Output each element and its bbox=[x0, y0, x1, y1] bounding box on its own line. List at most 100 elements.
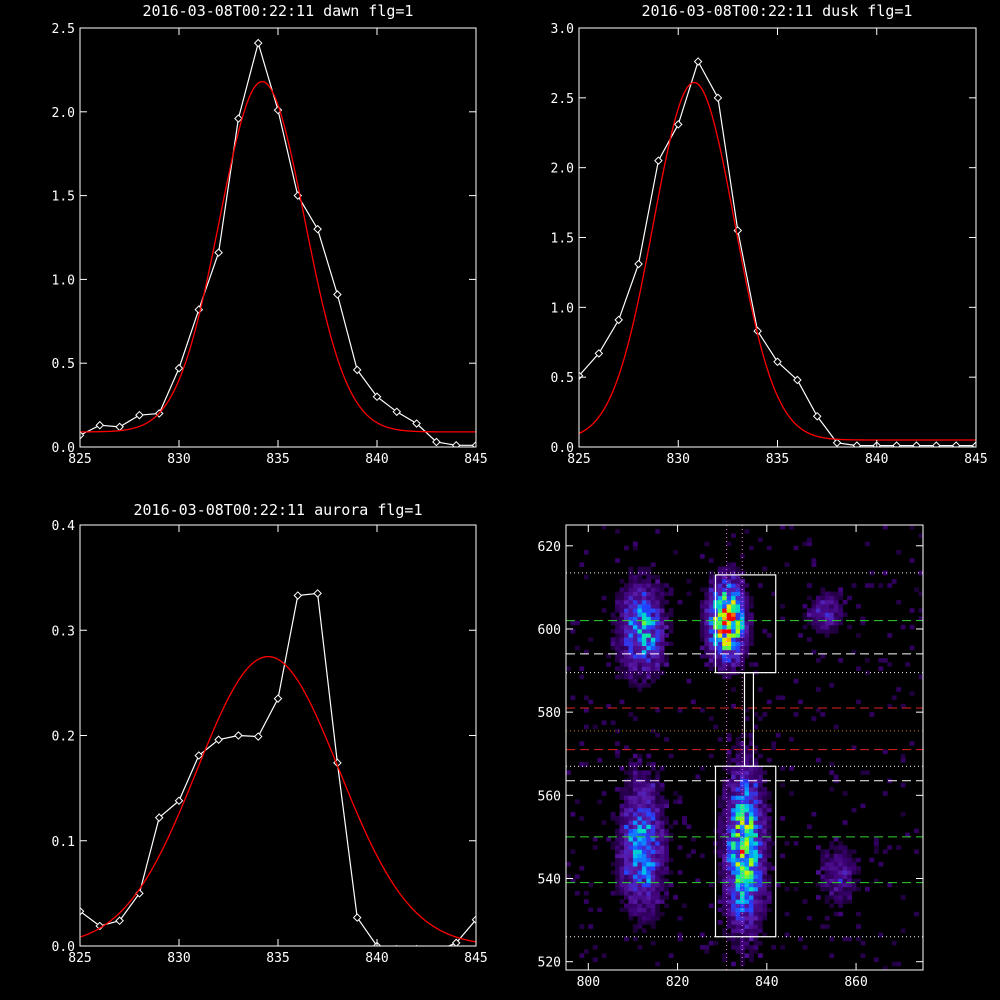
panel-image-pixel bbox=[655, 616, 661, 622]
panel-image-pixel bbox=[847, 890, 852, 896]
panel-image-pixel bbox=[650, 795, 656, 800]
panel-image-pixel bbox=[744, 795, 750, 800]
panel-image-pixel bbox=[717, 645, 723, 651]
panel-image-pixel bbox=[615, 890, 620, 896]
panel-image-pixel bbox=[731, 803, 736, 809]
panel-image-pixel bbox=[829, 845, 835, 850]
panel-image-pixel bbox=[824, 595, 830, 601]
panel-image-pixel bbox=[619, 587, 625, 592]
panel-image-pixel bbox=[659, 799, 665, 805]
panel-image-pixel bbox=[588, 924, 594, 929]
panel-image-pixel bbox=[641, 911, 647, 917]
panel-image-pixel bbox=[628, 849, 634, 854]
panel-image-pixel bbox=[722, 874, 728, 879]
panel-image-pixel bbox=[811, 562, 817, 567]
panel-image-pixel bbox=[731, 866, 736, 871]
panel-image-pixel bbox=[628, 766, 634, 771]
panel-image-pixel bbox=[632, 774, 638, 780]
panel-image-pixel bbox=[664, 857, 670, 863]
panel-image-pixel bbox=[632, 633, 638, 638]
panel-image-pixel bbox=[735, 820, 741, 825]
panel-image-pixel bbox=[641, 674, 647, 680]
panel-image-pixel bbox=[628, 791, 634, 796]
panel-image-pixel bbox=[624, 641, 629, 647]
panel-image-pixel bbox=[659, 608, 665, 613]
panel-image-pixel bbox=[641, 774, 647, 780]
panel-image-pixel bbox=[628, 757, 634, 763]
panel-image-pixel bbox=[780, 782, 786, 788]
panel-image-pixel bbox=[833, 870, 839, 875]
panel-image-pixel bbox=[740, 653, 745, 659]
panel-image-pixel bbox=[717, 662, 723, 667]
panel-image-pixel bbox=[708, 620, 714, 626]
panel-image-pixel bbox=[632, 683, 638, 688]
panel-image-pixel bbox=[735, 886, 741, 892]
panel-image-pixel bbox=[833, 628, 839, 634]
panel-image-pixel bbox=[726, 732, 732, 738]
panel-image-pixel bbox=[601, 791, 607, 796]
panel-image-pixel bbox=[740, 732, 745, 738]
panel-image-pixel bbox=[748, 849, 754, 854]
panel-image-pixel bbox=[650, 645, 656, 651]
panel-image-pixel bbox=[757, 716, 763, 721]
panel-image-pixel bbox=[655, 899, 661, 904]
panel-image-pixel bbox=[757, 795, 763, 800]
panel-dawn-xtick-label: 825 bbox=[68, 452, 91, 467]
panel-image-pixel bbox=[757, 857, 763, 863]
panel-image-pixel bbox=[646, 608, 652, 613]
panel-image-pixel bbox=[771, 745, 777, 750]
panel-image-pixel bbox=[664, 866, 670, 871]
panel-image-pixel bbox=[717, 608, 723, 613]
panel-image-pixel bbox=[624, 591, 629, 597]
panel-image-pixel bbox=[748, 928, 754, 933]
panel-image-pixel bbox=[659, 628, 665, 634]
panel-image-pixel bbox=[615, 604, 620, 609]
panel-image-pixel bbox=[740, 832, 745, 838]
panel-image-pixel bbox=[842, 886, 848, 892]
panel-image-pixel bbox=[637, 662, 643, 667]
panel-image-pixel bbox=[646, 861, 652, 867]
panel-image-pixel bbox=[619, 620, 625, 626]
panel-image-pixel bbox=[641, 799, 647, 805]
panel-image-pixel bbox=[717, 570, 723, 576]
panel-image-pixel bbox=[735, 612, 741, 617]
panel-image-pixel bbox=[726, 807, 732, 813]
panel-image-pixel bbox=[624, 587, 629, 592]
panel-image-pixel bbox=[726, 579, 732, 584]
panel-image-pixel bbox=[744, 749, 750, 755]
panel-image-pixel bbox=[748, 599, 754, 605]
panel-image-pixel bbox=[726, 853, 732, 859]
panel-image-pixel bbox=[646, 770, 652, 775]
panel-image-pixel bbox=[731, 903, 736, 909]
panel-image-pixel bbox=[717, 799, 723, 805]
panel-image-pixel bbox=[699, 853, 705, 859]
panel-image-pixel bbox=[641, 861, 647, 867]
panel-image-pixel bbox=[632, 857, 638, 863]
panel-image-pixel bbox=[838, 587, 844, 592]
panel-image-pixel bbox=[637, 911, 643, 917]
panel-image-pixel bbox=[806, 537, 812, 543]
panel-image-pixel bbox=[579, 741, 585, 746]
panel-image-pixel bbox=[619, 670, 625, 676]
panel-image-pixel bbox=[632, 770, 638, 775]
panel-image-pixel bbox=[641, 612, 647, 617]
panel-image-pixel bbox=[659, 874, 665, 879]
panel-image-pixel bbox=[615, 866, 620, 871]
panel-image-pixel bbox=[637, 824, 643, 829]
panel-image-pixel bbox=[619, 807, 625, 813]
panel-image-pixel bbox=[748, 828, 754, 834]
panel-image-pixel bbox=[650, 612, 656, 617]
panel-image-pixel bbox=[646, 816, 652, 821]
panel-image-pixel bbox=[641, 633, 647, 638]
panel-image-pixel bbox=[632, 799, 638, 805]
panel-image-pixel bbox=[628, 612, 634, 617]
panel-image-pixel bbox=[619, 845, 625, 850]
panel-image-pixel bbox=[735, 828, 741, 834]
panel-image-pixel bbox=[766, 828, 772, 834]
panel-image-pixel bbox=[579, 762, 585, 767]
panel-image-pixel bbox=[650, 782, 656, 788]
panel-image-pixel bbox=[624, 824, 629, 829]
panel-image-pixel bbox=[744, 861, 750, 867]
panel-image-pixel bbox=[838, 595, 844, 601]
panel-image-pixel bbox=[726, 599, 732, 605]
